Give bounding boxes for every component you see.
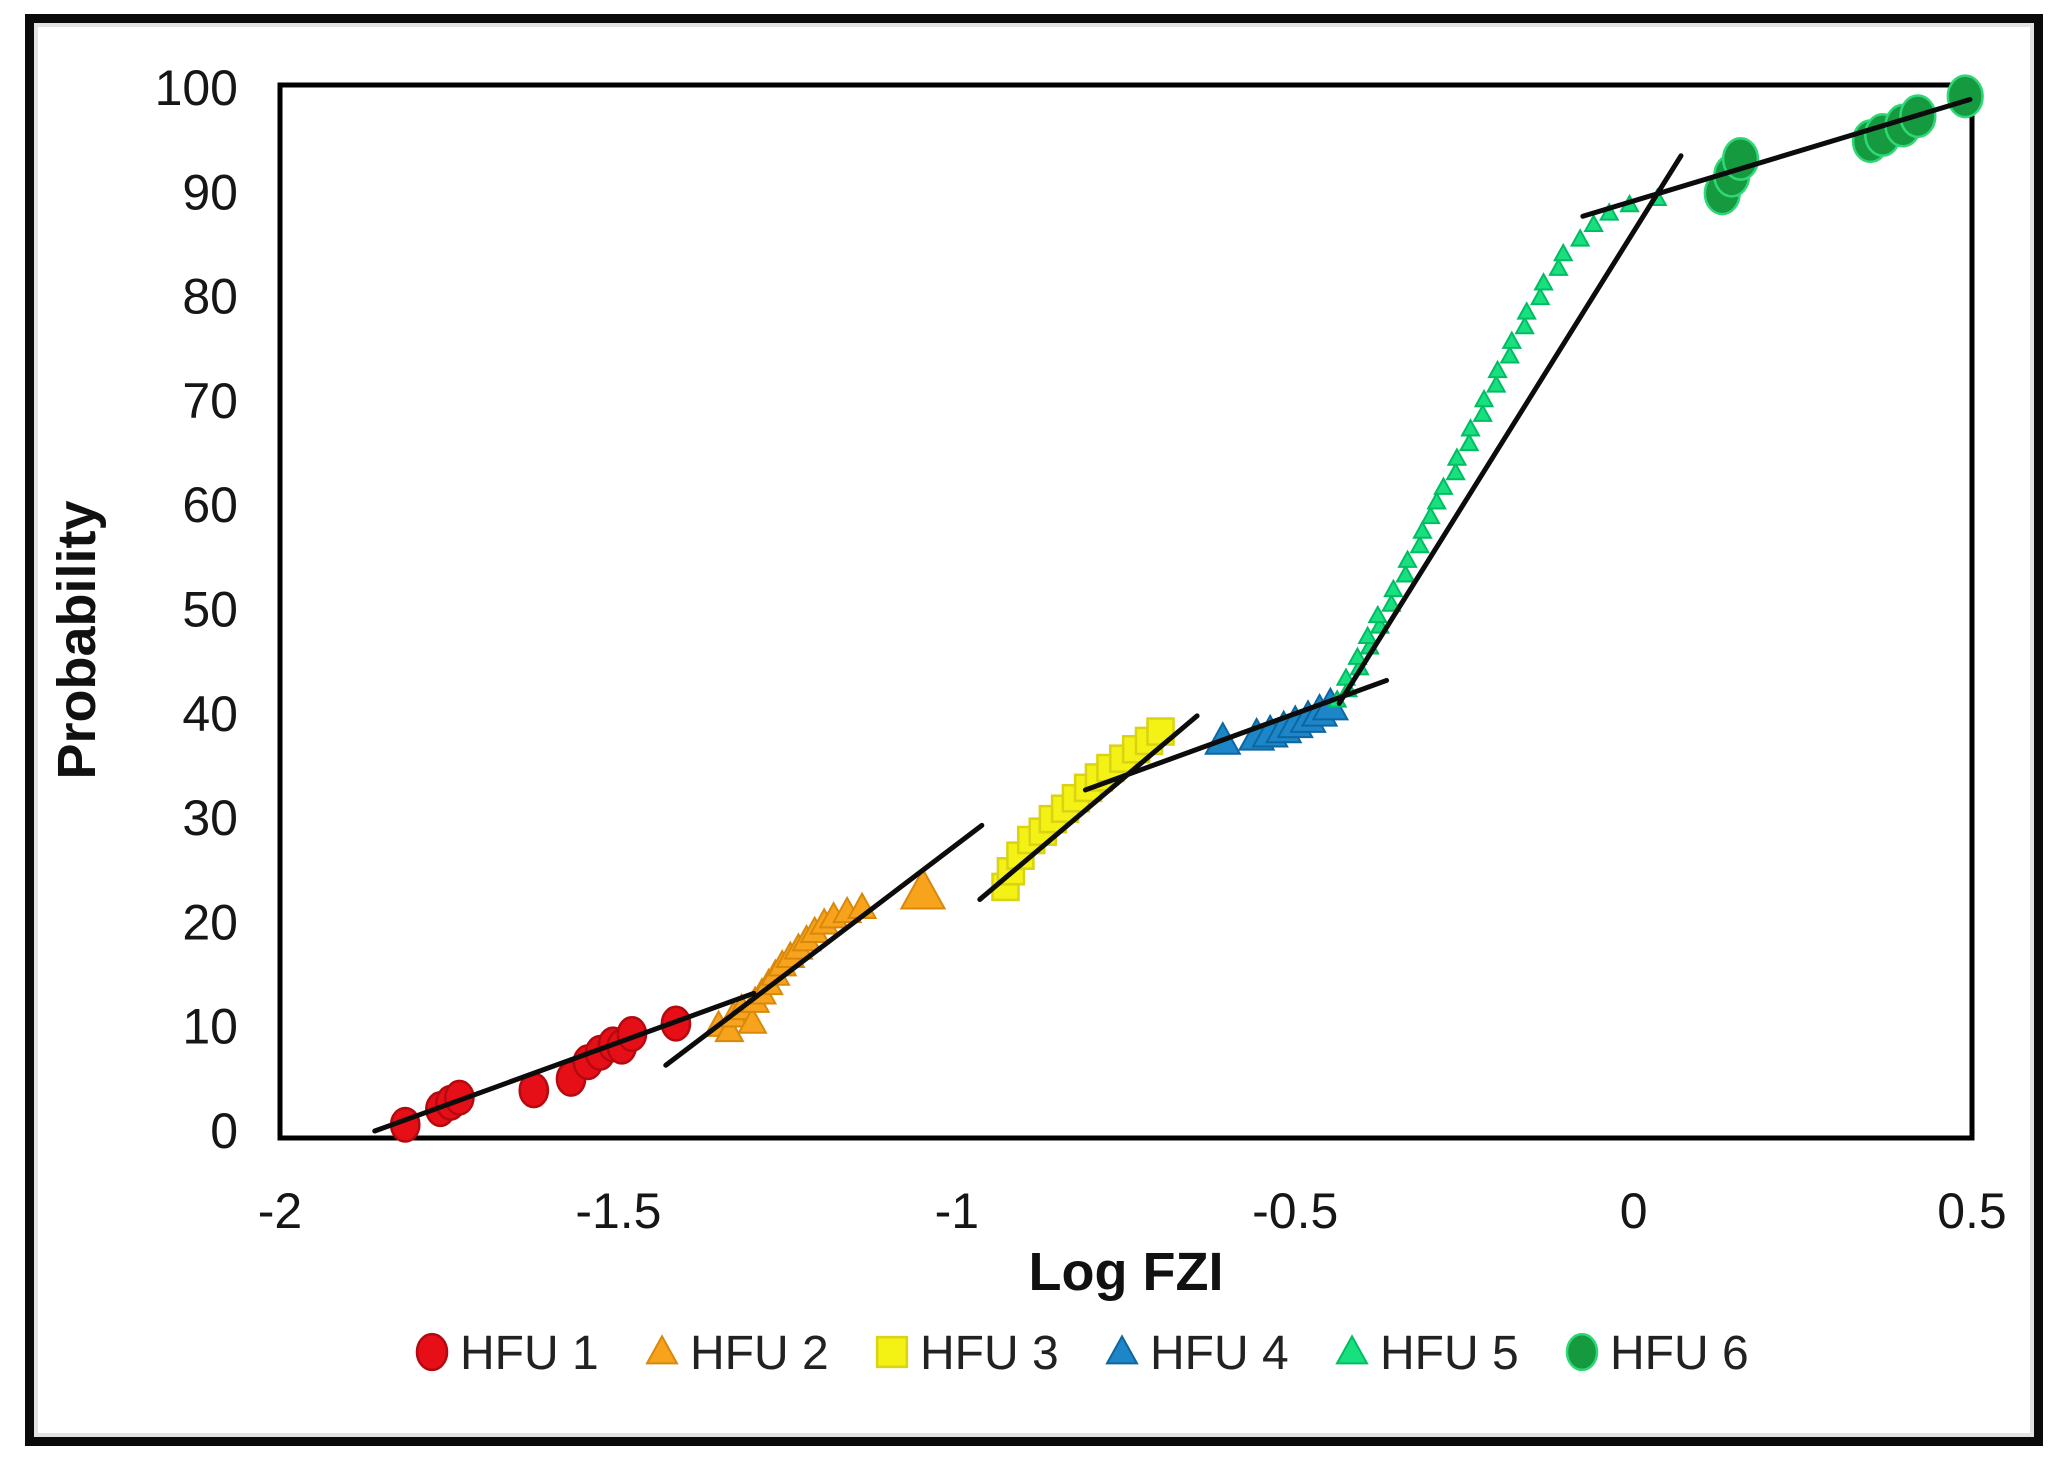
legend-item-hfu-6: HFU 6 xyxy=(1565,1327,1749,1380)
series-hfu-4 xyxy=(1204,686,1350,755)
legend-item-hfu-5: HFU 5 xyxy=(1335,1327,1519,1380)
data-point-hfu-5 xyxy=(1426,491,1447,510)
data-point-hfu-5 xyxy=(1583,213,1604,233)
legend-label: HFU 6 xyxy=(1610,1327,1749,1380)
trendlines-layer xyxy=(372,96,1973,1134)
data-point-hfu-5 xyxy=(1553,242,1574,262)
legend-marker-hfu-5 xyxy=(1335,1334,1369,1365)
data-point-hfu-2 xyxy=(899,867,947,910)
data-point-hfu-5 xyxy=(1499,345,1520,364)
data-point-hfu-5 xyxy=(1409,534,1430,554)
y-tick-label: 90 xyxy=(182,164,238,220)
legend-item-hfu-1: HFU 1 xyxy=(415,1327,599,1380)
trendline-hfu-1 xyxy=(372,990,757,1134)
data-point-hfu-5 xyxy=(1530,286,1551,306)
trendline-hfu-6 xyxy=(1580,96,1973,219)
data-point-hfu-5 xyxy=(1383,578,1404,598)
data-point-hfu-2 xyxy=(714,1014,745,1043)
x-tick-label: -0.5 xyxy=(1252,1183,1338,1239)
y-tick-label: 10 xyxy=(182,999,238,1055)
legend-item-hfu-3: HFU 3 xyxy=(875,1327,1059,1380)
y-tick-label: 0 xyxy=(210,1103,238,1159)
x-tick-label: -1 xyxy=(935,1183,979,1239)
data-point-hfu-5 xyxy=(1367,604,1388,624)
data-point-hfu-5 xyxy=(1548,257,1569,276)
legend-item-hfu-2: HFU 2 xyxy=(645,1327,829,1380)
legend-marker-hfu-2 xyxy=(645,1334,679,1365)
legend-marker-hfu-4 xyxy=(1105,1334,1139,1365)
data-point-hfu-5 xyxy=(1397,549,1418,568)
data-point-hfu-5 xyxy=(1458,432,1480,452)
data-point-hfu-5 xyxy=(1395,564,1416,583)
figure-frame: 0 10 20 30 40 50 60 70 80 90 100 -2 -1.5 -1 -0.5 0 0.5 … xyxy=(25,14,2043,1446)
legend-marker-hfu-6 xyxy=(1565,1332,1599,1372)
x-tick-label: 0 xyxy=(1620,1183,1648,1239)
data-points-layer xyxy=(389,74,1984,1143)
data-point-hfu-5 xyxy=(1501,330,1522,349)
y-axis-tick-labels: 0 10 20 30 40 50 60 70 80 90 100 xyxy=(155,60,238,1159)
series-hfu-2 xyxy=(703,867,947,1043)
data-point-hfu-5 xyxy=(1347,646,1368,665)
data-point-hfu-5 xyxy=(1433,476,1454,495)
data-point-hfu-5 xyxy=(1514,315,1535,335)
series-hfu-6 xyxy=(1703,74,1984,216)
legend-label: HFU 5 xyxy=(1380,1327,1519,1380)
data-point-hfu-5 xyxy=(1357,625,1378,645)
series-hfu-1 xyxy=(389,1005,692,1143)
data-point-hfu-5 xyxy=(1335,667,1357,686)
data-point-hfu-5 xyxy=(1533,272,1554,291)
data-point-hfu-5 xyxy=(1381,593,1402,612)
y-tick-label: 70 xyxy=(182,373,238,429)
data-point-hfu-5 xyxy=(1412,520,1433,539)
data-point-hfu-5 xyxy=(1473,388,1495,408)
trendline-hfu-4 xyxy=(1082,677,1390,793)
data-point-hfu-5 xyxy=(1446,447,1468,466)
data-point-hfu-5 xyxy=(1569,228,1591,247)
plot-border xyxy=(277,82,1975,1141)
y-tick-label: 60 xyxy=(182,477,238,533)
data-point-hfu-5 xyxy=(1460,418,1481,437)
x-axis-title: Log FZI xyxy=(1029,1242,1224,1302)
data-point-hfu-5 xyxy=(1516,301,1537,320)
legend-marker-hfu-3 xyxy=(875,1335,909,1369)
y-tick-label: 40 xyxy=(182,686,238,742)
trendline-hfu-2 xyxy=(663,822,985,1068)
legend-label: HFU 2 xyxy=(690,1327,829,1380)
x-tick-label: -2 xyxy=(258,1183,302,1239)
legend-label: HFU 4 xyxy=(1150,1327,1289,1380)
x-axis-tick-labels: -2 -1.5 -1 -0.5 0 0.5 xyxy=(258,1183,2007,1239)
y-tick-label: 80 xyxy=(182,269,238,325)
y-tick-label: 100 xyxy=(155,60,238,116)
legend-marker-hfu-1 xyxy=(415,1332,449,1372)
trendline-hfu-5 xyxy=(1336,153,1684,706)
x-tick-label: -1.5 xyxy=(575,1183,661,1239)
series-hfu-5 xyxy=(1326,187,1668,708)
legend-label: HFU 3 xyxy=(920,1327,1059,1380)
legend-item-hfu-4: HFU 4 xyxy=(1105,1327,1289,1380)
data-point-hfu-5 xyxy=(1420,505,1441,525)
data-point-hfu-5 xyxy=(1445,461,1466,481)
y-tick-label: 30 xyxy=(182,790,238,846)
y-tick-label: 50 xyxy=(182,582,238,638)
y-axis-title: Probability xyxy=(47,500,107,779)
data-point-hfu-5 xyxy=(1472,403,1493,422)
data-point-hfu-2 xyxy=(737,1006,768,1034)
data-point-hfu-6 xyxy=(1946,74,1984,119)
data-point-hfu-5 xyxy=(1486,374,1507,393)
data-point-hfu-5 xyxy=(1487,359,1508,379)
legend: HFU 1 HFU 2 HFU 3 HFU 4 HFU 5 HFU 6 xyxy=(415,1327,1749,1380)
x-tick-label: 0.5 xyxy=(1937,1183,2007,1239)
legend-label: HFU 1 xyxy=(460,1327,599,1380)
y-tick-label: 20 xyxy=(182,894,238,950)
trendline-hfu-3 xyxy=(977,713,1200,902)
